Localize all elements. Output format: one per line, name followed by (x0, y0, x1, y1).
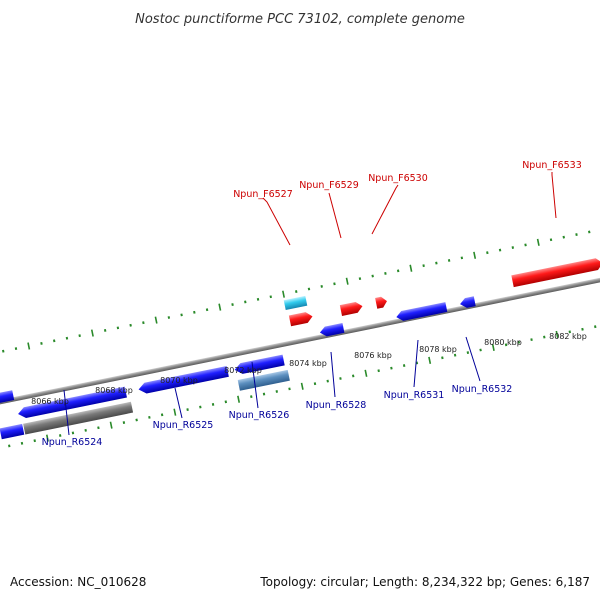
reverse-gene-npun-r6531[interactable] (395, 302, 448, 322)
major-tick (364, 369, 368, 377)
tick-label: 8072 kbp (224, 366, 262, 375)
pseudogene-feature[interactable] (23, 401, 134, 435)
major-tick (154, 316, 158, 324)
genome-summary-text: Topology: circular; Length: 8,234,322 bp… (259, 575, 590, 589)
reverse-gene-npun-r6528[interactable] (319, 323, 345, 338)
gene-label-npun-f6533[interactable]: Npun_F6533 (522, 160, 582, 171)
major-tick (473, 251, 477, 259)
tick-label: 8070 kbp (160, 376, 198, 385)
accession-text: Accession: NC_010628 (10, 575, 146, 589)
reverse-rna-feature[interactable] (237, 369, 290, 391)
map-frame (0, 230, 600, 448)
gene-label-npun-r6524[interactable]: Npun_R6524 (42, 437, 103, 448)
major-tick (45, 434, 49, 442)
major-tick (109, 421, 113, 429)
gene-label-npun-r6531[interactable]: Npun_R6531 (384, 390, 445, 401)
gene-label-npun-r6525[interactable]: Npun_R6525 (153, 420, 214, 431)
major-tick (27, 342, 31, 350)
tick-label: 8066 kbp (31, 397, 69, 406)
major-tick (428, 356, 432, 364)
major-tick (282, 290, 285, 298)
gene-label-npun-r6528[interactable]: Npun_R6528 (306, 400, 367, 411)
major-tick (536, 238, 540, 246)
reverse-gene-left-edge[interactable] (0, 423, 25, 440)
gene-label-npun-r6532[interactable]: Npun_R6532 (452, 384, 513, 395)
forward-gene-npun-f6527[interactable] (288, 311, 314, 327)
major-tick (409, 264, 413, 272)
major-tick (173, 408, 177, 416)
major-tick (345, 277, 349, 285)
lower-scale-line (8, 325, 597, 448)
reverse-gene-npun-r6532[interactable] (459, 296, 476, 309)
page-title: Nostoc punctiforme PCC 73102, complete g… (135, 12, 465, 27)
tick-label: 8074 kbp (289, 359, 327, 368)
gene-label-npun-r6526[interactable]: Npun_R6526 (229, 410, 290, 421)
gene-label-npun-f6530[interactable]: Npun_F6530 (368, 173, 428, 184)
reverse-gene-npun-r6524[interactable] (17, 386, 127, 420)
tick-label: 8076 kbp (354, 351, 392, 360)
upper-scale-line (2, 230, 591, 353)
major-tick (237, 395, 241, 403)
reverse-callouts (63, 336, 481, 436)
forward-gene-npun-f6533[interactable] (511, 257, 600, 288)
tick-label: 8078 kbp (419, 345, 457, 354)
forward-callouts (262, 172, 557, 246)
gene-label-npun-f6529[interactable]: Npun_F6529 (299, 180, 359, 191)
major-tick (300, 382, 304, 390)
tick-label: 8082 kbp (549, 332, 587, 341)
major-tick (491, 343, 495, 351)
forward-gene-npun-f6530[interactable] (375, 296, 388, 309)
reverse-gene-npun-r6526[interactable] (234, 354, 285, 376)
major-tick (555, 330, 559, 339)
tick-labels: 8066 kbp 8068 kbp 8070 kbp 8072 kbp 8074… (31, 332, 587, 406)
forward-gene-npun-f6529[interactable] (339, 301, 364, 316)
reverse-gene-npun-r6525[interactable] (138, 365, 229, 395)
reverse-gene-left-partial[interactable] (0, 390, 15, 408)
gene-label-npun-f6527[interactable]: Npun_F6527 (233, 189, 293, 200)
tick-label: 8068 kbp (95, 386, 133, 395)
major-tick (90, 329, 94, 337)
forward-rna-feature[interactable] (283, 295, 308, 311)
major-tick (218, 303, 222, 311)
tick-label: 8080 kbp (484, 338, 522, 347)
